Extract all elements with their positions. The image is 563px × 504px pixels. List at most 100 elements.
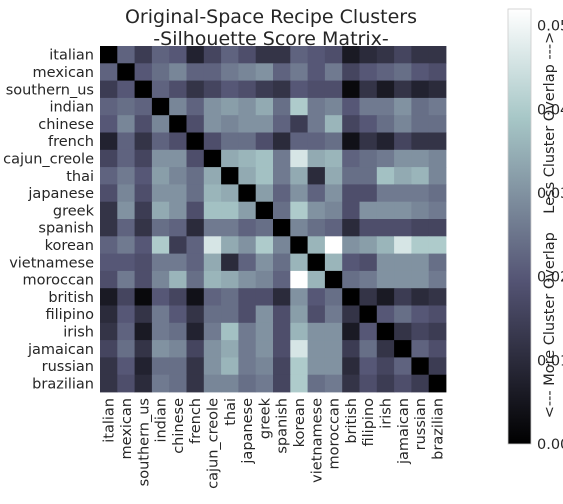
heatmap-cell — [324, 340, 343, 358]
y-tick-label: irish — [63, 324, 94, 340]
heatmap-cell — [411, 357, 430, 376]
heatmap-cell — [169, 63, 187, 81]
x-tick-label: french — [188, 398, 204, 444]
y-tick-label: french — [48, 134, 94, 150]
heatmap-cell — [411, 149, 430, 168]
heatmap-cell — [394, 97, 412, 116]
heatmap-cell — [411, 184, 430, 203]
heatmap-cell — [428, 97, 447, 116]
heatmap-cell — [186, 253, 205, 272]
heatmap-cell — [255, 219, 274, 237]
x-tick-label: brazilian — [430, 398, 446, 460]
heatmap-cell — [238, 253, 257, 272]
heatmap-cell — [221, 305, 239, 324]
heatmap-cell — [324, 270, 343, 289]
heatmap-cell — [203, 63, 222, 81]
heatmap-cell — [186, 132, 205, 151]
heatmap-cell — [324, 374, 343, 393]
colorbar-tick-label: 0.02 — [537, 270, 563, 286]
heatmap-cell — [394, 288, 412, 306]
heatmap-cell — [203, 288, 222, 306]
heatmap-cell — [238, 219, 257, 237]
heatmap-cell — [290, 374, 308, 393]
heatmap-cells — [100, 46, 447, 393]
heatmap-cell — [359, 322, 378, 341]
heatmap-cell — [100, 80, 118, 99]
heatmap-cell — [100, 46, 118, 64]
heatmap-cell — [100, 149, 118, 168]
heatmap-cell — [203, 253, 222, 272]
heatmap-cell — [273, 357, 291, 376]
heatmap-cell — [169, 46, 187, 64]
heatmap-cell — [255, 322, 274, 341]
heatmap-cell — [169, 305, 187, 324]
y-tick-label: greek — [53, 203, 95, 219]
heatmap-cell — [376, 132, 395, 151]
heatmap-cell — [186, 374, 205, 393]
heatmap-cell — [324, 219, 343, 237]
heatmap-cell — [428, 63, 447, 81]
heatmap-cell — [376, 46, 395, 64]
heatmap-cell — [117, 80, 135, 99]
heatmap-cell — [290, 184, 308, 203]
heatmap-cell — [342, 322, 360, 341]
heatmap-cell — [359, 253, 378, 272]
heatmap-cell — [394, 270, 412, 289]
heatmap-cell — [342, 149, 360, 168]
x-tick-labels: italian mexican southern_us indian chinese fr… — [102, 397, 447, 488]
heatmap-cell — [376, 219, 395, 237]
x-tick-label: filipino — [361, 398, 377, 447]
heatmap-cell — [342, 184, 360, 203]
heatmap-cell — [307, 270, 326, 289]
heatmap-cell — [255, 149, 274, 168]
heatmap-cell — [428, 305, 447, 324]
heatmap-cell — [238, 270, 257, 289]
heatmap-cell — [238, 63, 257, 81]
heatmap-cell — [169, 270, 187, 289]
heatmap-cell — [273, 115, 291, 133]
heatmap-cell — [411, 219, 430, 237]
heatmap-cell — [255, 288, 274, 306]
heatmap-cell — [221, 80, 239, 99]
heatmap-cell — [394, 253, 412, 272]
heatmap-cell — [151, 305, 170, 324]
heatmap-cell — [169, 236, 187, 254]
heatmap-cell — [221, 201, 239, 220]
heatmap-cell — [100, 97, 118, 116]
y-tick-label: brazilian — [32, 376, 94, 392]
heatmap-cell — [255, 340, 274, 358]
heatmap-cell — [394, 340, 412, 358]
heatmap-cell — [324, 63, 343, 81]
x-tick-label: vietnamese — [309, 398, 325, 483]
heatmap-cell — [428, 219, 447, 237]
heatmap-cell — [117, 270, 135, 289]
heatmap-cell — [100, 305, 118, 324]
heatmap-cell — [151, 270, 170, 289]
heatmap-cell — [342, 219, 360, 237]
heatmap-cell — [428, 115, 447, 133]
heatmap-cell — [151, 167, 170, 185]
heatmap-cell — [273, 374, 291, 393]
x-tick-label: spanish — [275, 398, 291, 454]
heatmap-cell — [100, 132, 118, 151]
heatmap-cell — [151, 80, 170, 99]
heatmap-cell — [342, 201, 360, 220]
chart-title: Original-Space Recipe Clusters — [124, 6, 418, 28]
heatmap-cell — [169, 357, 187, 376]
heatmap-cell — [359, 288, 378, 306]
heatmap-cell — [428, 201, 447, 220]
heatmap-cell — [221, 97, 239, 116]
heatmap-cell — [100, 63, 118, 81]
colorbar-label: <--- More Cluster Overlap Less Cluster O… — [542, 32, 558, 419]
heatmap-cell — [221, 357, 239, 376]
heatmap-cell — [359, 340, 378, 358]
heatmap-cell — [255, 80, 274, 99]
heatmap-cell — [134, 201, 153, 220]
heatmap-cell — [324, 132, 343, 151]
heatmap-cell — [376, 63, 395, 81]
heatmap-cell — [151, 149, 170, 168]
heatmap-cell — [186, 340, 205, 358]
heatmap-cell — [307, 322, 326, 341]
heatmap-cell — [221, 253, 239, 272]
heatmap-cell — [324, 80, 343, 99]
